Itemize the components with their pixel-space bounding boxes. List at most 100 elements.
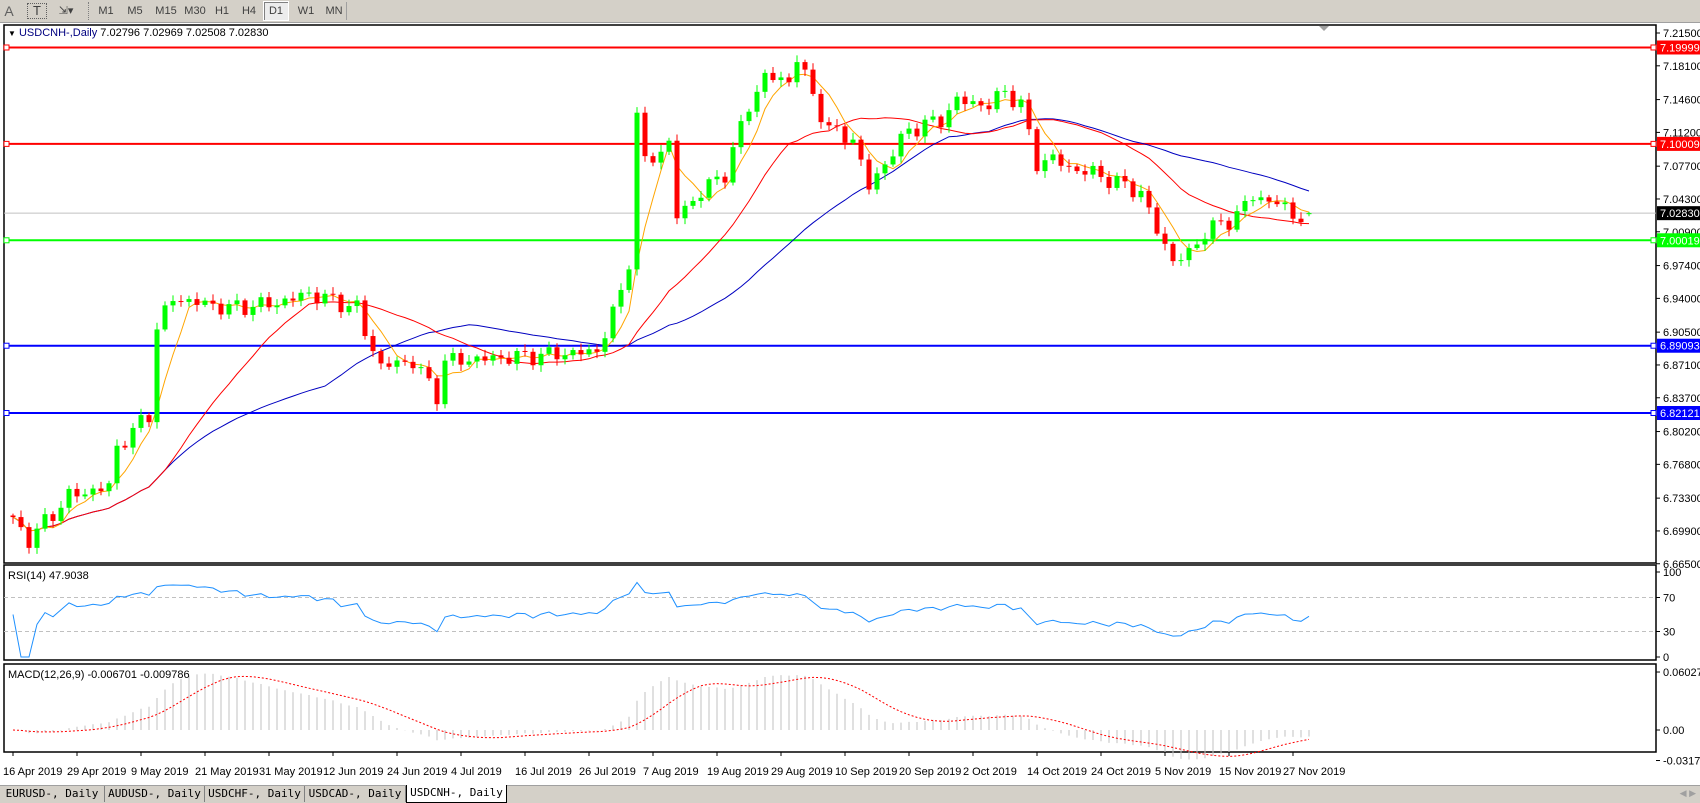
macd-panel-frame (3, 663, 1657, 753)
candle-body (578, 350, 584, 355)
candle (1058, 149, 1064, 172)
candle (922, 115, 928, 144)
candle (330, 287, 336, 301)
text-label-icon[interactable]: A (4, 3, 14, 19)
level-anchor-handle (1650, 342, 1657, 349)
candle-body (618, 289, 624, 307)
candle-body (986, 105, 992, 110)
candle-body (250, 306, 256, 315)
period-h1-button[interactable]: H1 (214, 5, 230, 17)
candle-body (610, 306, 616, 339)
candle-body (570, 350, 576, 356)
candle (354, 295, 360, 313)
period-w1-button[interactable]: W1 (297, 5, 315, 17)
level-price-label-bg (1657, 40, 1700, 55)
rsi-line (12, 581, 1310, 658)
price-axis-label: 6.73300 (1663, 493, 1700, 505)
tab-usdcnh[interactable]: USDCNH-, Daily (406, 785, 507, 803)
candle-body (802, 62, 808, 70)
candle-body (482, 356, 488, 361)
period-m1-button[interactable]: M1 (98, 5, 114, 17)
price-axis-label: 7.04300 (1663, 194, 1700, 206)
period-h4-button[interactable]: H4 (241, 5, 257, 17)
candle-body (138, 415, 144, 428)
candle (338, 292, 344, 318)
candle-body (282, 298, 288, 306)
candle-body (1002, 90, 1008, 92)
candle (994, 87, 1000, 113)
arrows-dropdown-icon[interactable]: ⇲▾ (52, 2, 80, 20)
candle-body (58, 507, 64, 521)
level-anchor-handle (1650, 44, 1657, 51)
time-axis-label: 21 May 2019 (195, 766, 259, 778)
candle (1074, 164, 1080, 174)
candle-body (1074, 166, 1080, 172)
tab-audusd[interactable]: AUDUSD-, Daily (105, 786, 205, 802)
candle (930, 109, 936, 123)
candle-body (538, 353, 544, 366)
candle (658, 144, 664, 170)
candle-body (154, 329, 160, 423)
candle-body (162, 305, 168, 330)
level-anchor-handle (3, 140, 10, 147)
candle-body (426, 367, 432, 379)
candle (362, 295, 368, 340)
candle-body (378, 351, 384, 364)
period-m5-button[interactable]: M5 (127, 5, 143, 17)
candle (986, 98, 992, 115)
candle-body (930, 116, 936, 120)
candle (1066, 159, 1072, 173)
current-price-label-bg (1657, 206, 1700, 221)
candle (1026, 92, 1032, 136)
candle (82, 488, 88, 500)
candle (98, 481, 104, 496)
candle (1034, 126, 1040, 175)
candle (1234, 205, 1240, 233)
tab-usdchf[interactable]: USDCHF-, Daily (205, 786, 305, 802)
rsi-axis-label: 100 (1663, 567, 1681, 579)
candle-body (778, 77, 784, 81)
tab-usdcad[interactable]: USDCAD-, Daily (305, 786, 406, 802)
tab-eurusd[interactable]: EURUSD-, Daily (0, 786, 105, 802)
rsi-axis-label: 0 (1663, 652, 1669, 664)
candle-body (210, 300, 216, 304)
price-axis-label: 6.66500 (1663, 559, 1700, 571)
time-axis-label: 9 May 2019 (131, 766, 188, 778)
level-price-label: 7.00019 (1660, 235, 1700, 247)
period-m30-button[interactable]: M30 (184, 5, 206, 17)
time-axis-label: 10 Sep 2019 (835, 766, 897, 778)
candle (738, 114, 744, 154)
period-m15-button[interactable]: M15 (155, 5, 177, 17)
level-price-label: 7.19999 (1660, 42, 1700, 54)
level-price-label: 6.89093 (1660, 341, 1700, 353)
candle-body (754, 91, 760, 112)
candle (626, 265, 632, 293)
candle (130, 423, 136, 455)
candle-body (922, 119, 928, 137)
text-box-icon[interactable]: T (27, 3, 47, 19)
candle (946, 103, 952, 133)
candle-body (738, 121, 744, 148)
candle (514, 348, 520, 371)
ma-slow-line (12, 118, 1310, 532)
period-mn-button[interactable]: MN (325, 5, 343, 17)
candle-body (666, 140, 672, 152)
tab-scroll-arrows[interactable]: ◀ ▶ (1679, 788, 1696, 798)
chart-canvas[interactable]: 7.21500 7.18100 7.14600 7.11200 7.07700 7.043… (0, 0, 1700, 785)
macd-label: MACD(12,26,9) -0.006701 -0.009786 (8, 669, 190, 681)
candle-body (602, 338, 608, 352)
candle-body (826, 122, 832, 126)
candle-body (90, 488, 96, 495)
candle-body (786, 77, 792, 83)
candle-body (1242, 200, 1248, 212)
candle (58, 501, 64, 525)
candle (746, 108, 752, 126)
toolbar-separator (88, 2, 91, 20)
period-d1-button[interactable]: D1 (263, 1, 289, 21)
candle (714, 170, 720, 185)
chart-menu-icon[interactable]: ▼ (8, 29, 16, 38)
candle-body (26, 527, 32, 548)
candle (586, 344, 592, 358)
candle (858, 135, 864, 167)
candle (458, 348, 464, 371)
